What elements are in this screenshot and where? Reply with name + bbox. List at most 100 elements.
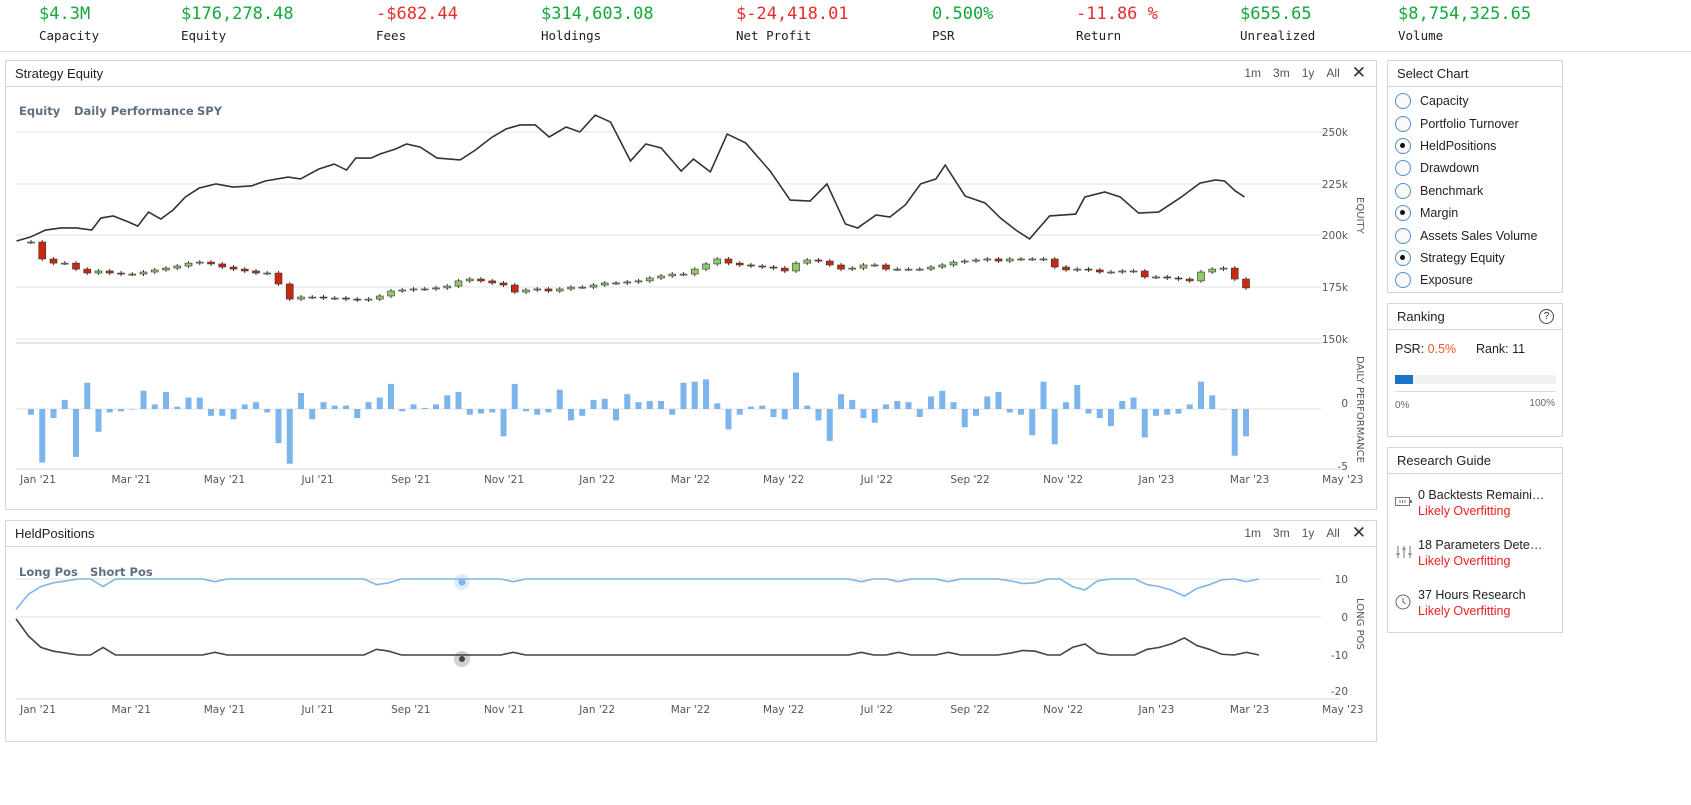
legend-daily-performance[interactable]: Daily Performance — [74, 104, 194, 118]
range-all-button[interactable]: All — [1326, 526, 1340, 540]
radio-icon[interactable] — [1395, 115, 1411, 132]
divider — [1395, 391, 1556, 392]
legend-equity[interactable]: Equity — [19, 104, 61, 118]
perf-bar — [444, 395, 451, 409]
spy-candle — [634, 280, 643, 283]
held-positions-panel: HeldPositions 1m 3m 1y All ✕ Long Pos Sh… — [5, 520, 1377, 742]
y-tick: 0 — [1341, 612, 1348, 624]
perf-bar — [129, 409, 136, 410]
range-1m-button[interactable]: 1m — [1244, 526, 1262, 540]
perf-bar — [579, 409, 586, 416]
spy-candle — [105, 270, 114, 274]
progress-min-label: 0% — [1395, 400, 1410, 411]
range-1y-button[interactable]: 1y — [1301, 66, 1315, 80]
radio-icon[interactable] — [1395, 93, 1411, 110]
guide-title: 0 Backtests Remaini… — [1418, 488, 1545, 502]
chart-option-capacity[interactable]: Capacity — [1388, 90, 1562, 112]
perf-bar — [905, 402, 912, 409]
spy-candle — [150, 269, 159, 273]
spy-candle — [207, 261, 215, 265]
spy-candle — [1095, 269, 1104, 273]
chart-option-drawdown[interactable]: Drawdown — [1388, 157, 1562, 179]
perf-bar — [478, 409, 484, 414]
spy-candle — [769, 266, 778, 269]
legend-long-pos[interactable]: Long Pos — [19, 565, 78, 579]
y-tick: 150k — [1322, 334, 1349, 346]
spy-candle — [735, 262, 744, 266]
spy-candle — [465, 278, 474, 282]
chart-option-exposure[interactable]: Exposure — [1388, 269, 1562, 291]
perf-bar — [1074, 385, 1081, 409]
perf-bar — [1175, 409, 1182, 414]
spy-candle — [319, 296, 328, 299]
spy-candle — [893, 268, 902, 271]
perf-bar — [455, 391, 462, 409]
spy-candle — [1174, 277, 1183, 280]
close-icon[interactable]: ✕ — [1351, 523, 1366, 542]
help-icon[interactable]: ? — [1539, 309, 1554, 324]
spy-candle — [117, 272, 125, 275]
radio-icon[interactable] — [1395, 137, 1411, 154]
x-tick: Nov '21 — [484, 474, 524, 486]
spy-candle — [983, 258, 992, 261]
chart-option-assets-sales-volume[interactable]: Assets Sales Volume — [1388, 224, 1562, 246]
radio-icon[interactable] — [1395, 205, 1411, 222]
y-axis-label-daily-performance: DAILY PERFORMANCE — [1354, 356, 1365, 463]
perf-bar — [1040, 381, 1047, 409]
spy-candle — [1039, 258, 1048, 261]
spy-candle — [1197, 271, 1205, 282]
perf-bar — [1063, 402, 1069, 409]
stat-value: -11.86 % — [1076, 4, 1158, 24]
x-tick: Mar '23 — [1230, 704, 1269, 716]
spy-candle — [1242, 278, 1250, 289]
perf-bar — [590, 399, 597, 409]
chart-option-strategy-equity[interactable]: Strategy Equity — [1388, 247, 1562, 269]
perf-bar — [1220, 409, 1227, 410]
range-3m-button[interactable]: 3m — [1273, 526, 1290, 540]
chart-option-heldpositions[interactable]: HeldPositions — [1388, 135, 1562, 157]
range-1m-button[interactable]: 1m — [1244, 66, 1262, 80]
perf-bar — [1243, 409, 1249, 437]
close-icon[interactable]: ✕ — [1351, 63, 1366, 82]
spy-candle — [1050, 258, 1059, 268]
radio-icon[interactable] — [1395, 272, 1411, 289]
perf-bar — [973, 409, 979, 416]
stat-capacity: $4.3M Capacity — [39, 4, 99, 43]
perf-bar — [354, 409, 361, 419]
perf-bar — [680, 382, 687, 409]
range-1y-button[interactable]: 1y — [1301, 526, 1315, 540]
radio-icon[interactable] — [1395, 227, 1411, 244]
range-all-button[interactable]: All — [1326, 66, 1340, 80]
perf-bar — [624, 394, 631, 409]
spy-candle — [792, 262, 800, 272]
perf-bar — [196, 397, 203, 409]
y-tick: 200k — [1322, 230, 1349, 242]
spy-candle — [330, 297, 339, 300]
stat-holdings: $314,603.08 Holdings — [541, 4, 654, 43]
spy-candle — [263, 272, 272, 275]
spy-candle — [308, 296, 317, 299]
rank-value: Rank: 11 — [1476, 342, 1526, 356]
radio-icon[interactable] — [1395, 182, 1411, 199]
legend-short-pos[interactable]: Short Pos — [90, 565, 153, 579]
stat-label: Volume — [1398, 28, 1444, 43]
spy-candle — [398, 289, 407, 292]
x-tick: Jan '23 — [1138, 474, 1175, 486]
radio-icon[interactable] — [1395, 160, 1411, 177]
spy-candle — [1107, 271, 1115, 274]
radio-icon[interactable] — [1395, 249, 1411, 266]
x-tick: Mar '22 — [671, 474, 710, 486]
legend-spy[interactable]: SPY — [197, 104, 223, 118]
spy-candle — [83, 268, 92, 274]
perf-bar — [545, 409, 552, 413]
chart-option-benchmark[interactable]: Benchmark — [1388, 180, 1562, 202]
spy-candle — [555, 288, 564, 292]
chart-option-margin[interactable]: Margin — [1388, 202, 1562, 224]
spy-candle — [353, 298, 362, 301]
spy-candle — [600, 282, 609, 286]
psr-label: PSR: — [1395, 342, 1425, 356]
spy-candle — [522, 289, 530, 293]
range-3m-button[interactable]: 3m — [1273, 66, 1290, 80]
chart-option-portfolio-turnover[interactable]: Portfolio Turnover — [1388, 112, 1562, 134]
perf-bar — [725, 409, 732, 430]
